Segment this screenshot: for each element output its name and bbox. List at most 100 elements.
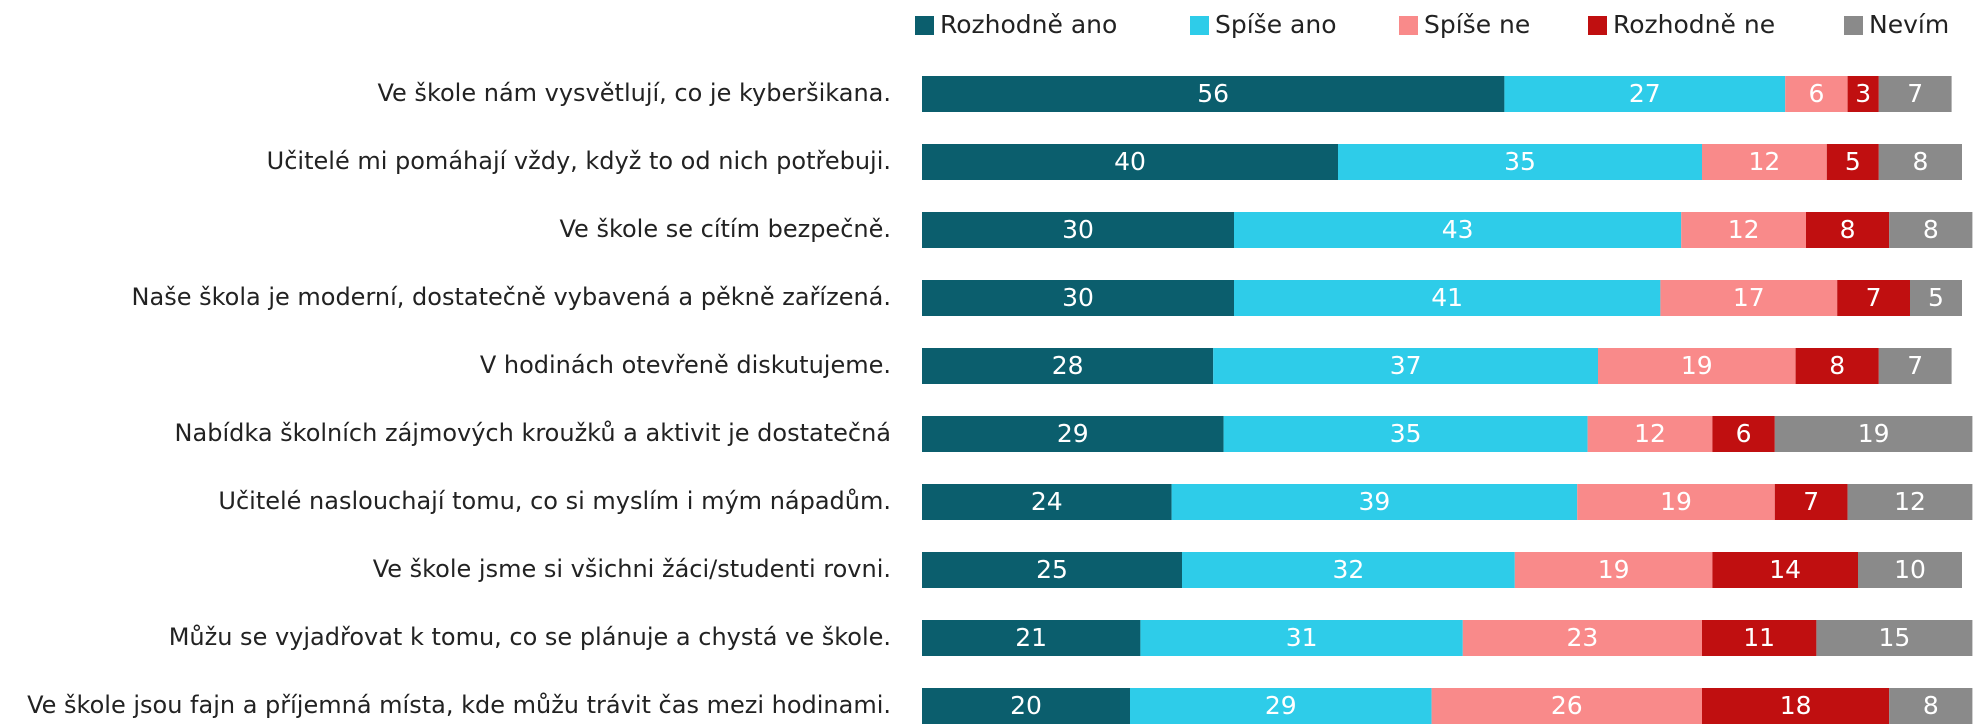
value-label: 8 xyxy=(1923,215,1939,244)
value-label: 12 xyxy=(1728,215,1760,244)
category-label: Ve škole jsme si všichni žáci/studenti r… xyxy=(373,555,891,583)
bar-segment xyxy=(922,416,1224,452)
value-label: 5 xyxy=(1928,283,1944,312)
bar-segment xyxy=(1514,552,1713,588)
value-label: 12 xyxy=(1634,419,1666,448)
value-label: 29 xyxy=(1057,419,1089,448)
bar-segment xyxy=(922,620,1141,656)
value-label: 25 xyxy=(1036,555,1068,584)
legend-swatch xyxy=(1844,16,1863,35)
value-label: 27 xyxy=(1629,79,1661,108)
value-label: 32 xyxy=(1332,555,1364,584)
bar-segment xyxy=(1878,348,1952,384)
bar-segment xyxy=(1504,76,1786,112)
bar-segment xyxy=(1681,212,1806,248)
bar-segment xyxy=(1598,348,1796,384)
value-label: 19 xyxy=(1858,419,1890,448)
value-label: 8 xyxy=(1912,147,1928,176)
bar-segment xyxy=(1171,484,1578,520)
bar-segment xyxy=(1858,552,1962,588)
bar-segment xyxy=(922,484,1172,520)
value-label: 43 xyxy=(1442,215,1474,244)
value-label: 19 xyxy=(1660,487,1692,516)
bar-segment xyxy=(922,212,1234,248)
value-label: 28 xyxy=(1052,351,1084,380)
bar-segment xyxy=(1234,212,1682,248)
bar-segment xyxy=(1847,484,1973,520)
bar-segment xyxy=(1234,280,1661,316)
value-label: 7 xyxy=(1907,351,1923,380)
bar-segment xyxy=(1130,688,1432,724)
bar-segment xyxy=(922,688,1130,724)
value-label: 21 xyxy=(1015,623,1047,652)
value-label: 12 xyxy=(1894,487,1926,516)
bar-segment xyxy=(922,348,1214,384)
value-label: 39 xyxy=(1358,487,1390,516)
legend-swatch xyxy=(915,16,934,35)
bar-segment xyxy=(1826,144,1879,180)
bar-segment xyxy=(1702,144,1827,180)
value-label: 37 xyxy=(1390,351,1422,380)
bar-segment xyxy=(1140,620,1463,656)
bar-segment xyxy=(1878,144,1962,180)
bar-segment xyxy=(922,280,1234,316)
bar-segment xyxy=(1213,348,1598,384)
category-label: Ve škole jsou fajn a příjemná místa, kde… xyxy=(27,691,891,719)
value-label: 41 xyxy=(1431,283,1463,312)
value-label: 5 xyxy=(1845,147,1861,176)
bar-segment xyxy=(1182,552,1515,588)
value-label: 26 xyxy=(1551,691,1583,720)
bar-segment xyxy=(1702,688,1890,724)
bar-segment xyxy=(1785,76,1848,112)
legend-label: Rozhodně ano xyxy=(940,10,1117,39)
category-label: Můžu se vyjadřovat k tomu, co se plánuje… xyxy=(169,623,891,651)
bar-segment xyxy=(1577,484,1775,520)
value-label: 19 xyxy=(1598,555,1630,584)
bar-segment xyxy=(1712,552,1858,588)
category-label: Učitelé mi pomáhají vždy, když to od nic… xyxy=(267,147,891,175)
bar-segment xyxy=(1816,620,1973,656)
legend-label: Spíše ne xyxy=(1424,10,1530,39)
legend-label: Spíše ano xyxy=(1215,10,1337,39)
value-label: 19 xyxy=(1681,351,1713,380)
bar-segment xyxy=(922,144,1338,180)
bar-segment xyxy=(1702,620,1817,656)
bar-segment xyxy=(922,76,1505,112)
bar-segment xyxy=(1338,144,1702,180)
bar-segment xyxy=(922,552,1182,588)
value-label: 30 xyxy=(1062,283,1094,312)
value-label: 18 xyxy=(1780,691,1812,720)
value-label: 29 xyxy=(1265,691,1297,720)
value-label: 3 xyxy=(1855,79,1871,108)
value-label: 14 xyxy=(1769,555,1801,584)
value-label: 35 xyxy=(1504,147,1536,176)
bar-segment xyxy=(1223,416,1588,452)
value-label: 12 xyxy=(1748,147,1780,176)
bar-segment xyxy=(1847,76,1879,112)
value-label: 56 xyxy=(1197,79,1229,108)
value-label: 40 xyxy=(1114,147,1146,176)
category-label: Nabídka školních zájmových kroužků a akt… xyxy=(175,419,891,447)
value-label: 15 xyxy=(1878,623,1910,652)
value-label: 8 xyxy=(1840,215,1856,244)
value-label: 30 xyxy=(1062,215,1094,244)
legend-swatch xyxy=(1190,16,1209,35)
value-label: 17 xyxy=(1733,283,1765,312)
value-label: 7 xyxy=(1803,487,1819,516)
legend-swatch xyxy=(1588,16,1607,35)
bar-segment xyxy=(1462,620,1702,656)
bar-segment xyxy=(1431,688,1702,724)
value-label: 24 xyxy=(1031,487,1063,516)
value-label: 11 xyxy=(1743,623,1775,652)
value-label: 8 xyxy=(1923,691,1939,720)
value-label: 10 xyxy=(1894,555,1926,584)
bar-segment xyxy=(1837,280,1910,316)
bar-segment xyxy=(1878,76,1952,112)
bar-segment xyxy=(1806,212,1890,248)
bar-segment xyxy=(1660,280,1838,316)
legend-label: Nevím xyxy=(1869,10,1949,39)
legend-label: Rozhodně ne xyxy=(1613,10,1775,39)
bar-segment xyxy=(1889,688,1973,724)
bar-segment xyxy=(1795,348,1879,384)
